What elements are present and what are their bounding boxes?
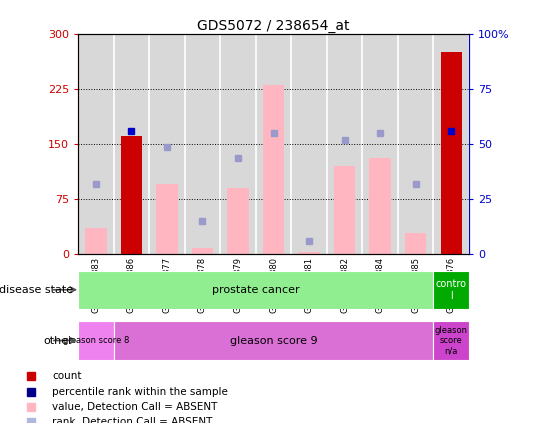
- Text: other: other: [43, 335, 73, 346]
- Bar: [405, 233, 426, 254]
- Text: gleason score 8: gleason score 8: [63, 336, 129, 345]
- Bar: [156, 184, 178, 254]
- Bar: [114, 321, 433, 360]
- Text: disease state: disease state: [0, 285, 73, 295]
- Bar: [433, 321, 469, 360]
- Text: value, Detection Call = ABSENT: value, Detection Call = ABSENT: [52, 402, 218, 412]
- Text: percentile rank within the sample: percentile rank within the sample: [52, 387, 228, 397]
- Bar: [433, 271, 469, 309]
- Title: GDS5072 / 238654_at: GDS5072 / 238654_at: [197, 19, 350, 33]
- Text: prostate cancer: prostate cancer: [212, 285, 300, 295]
- Bar: [192, 248, 213, 254]
- Bar: [121, 137, 142, 254]
- Bar: [334, 166, 355, 254]
- Bar: [85, 228, 107, 254]
- Text: count: count: [52, 371, 82, 381]
- Bar: [78, 321, 114, 360]
- Bar: [299, 252, 320, 254]
- Text: rank, Detection Call = ABSENT: rank, Detection Call = ABSENT: [52, 418, 212, 423]
- Bar: [227, 188, 248, 254]
- Bar: [369, 159, 391, 254]
- Bar: [121, 137, 142, 254]
- Bar: [440, 52, 462, 254]
- Bar: [263, 85, 284, 254]
- Text: contro
l: contro l: [436, 279, 467, 301]
- Bar: [440, 52, 462, 254]
- Text: gleason score 9: gleason score 9: [230, 335, 317, 346]
- Text: gleason
score
n/a: gleason score n/a: [434, 326, 468, 355]
